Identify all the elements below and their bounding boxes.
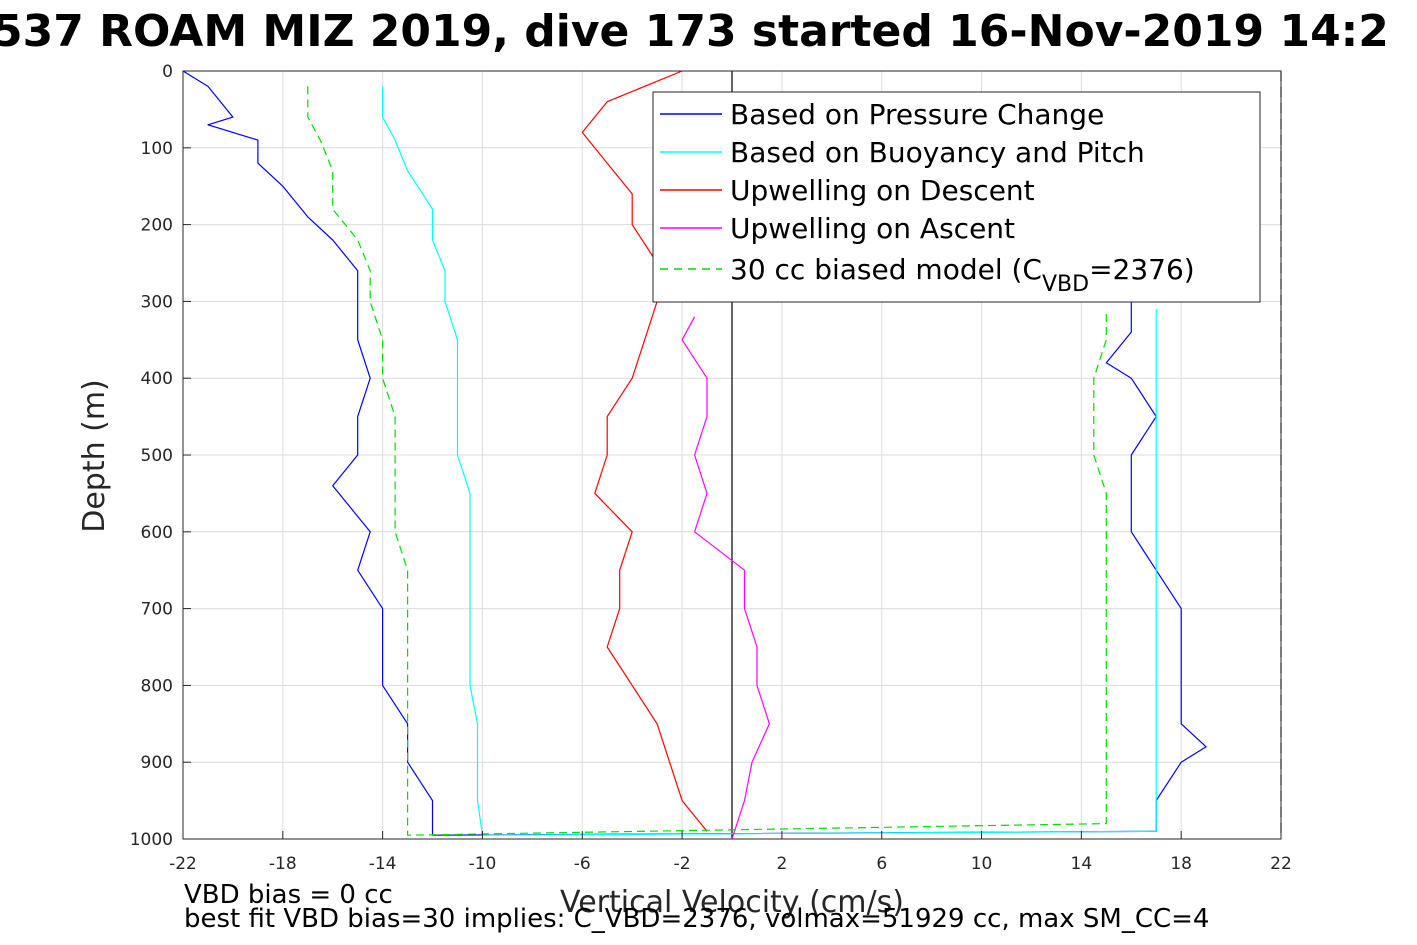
x-tick-label: 10 [971,854,993,874]
series-line-2 [581,70,708,832]
legend-label-2: Upwelling on Descent [730,174,1035,207]
y-tick-label: 400 [141,369,173,389]
x-tick-label: -22 [169,854,197,874]
x-tick-label: -18 [269,854,297,874]
legend-label-3: Upwelling on Ascent [730,212,1015,245]
legend-label-0: Based on Pressure Change [730,98,1104,131]
x-tick-label: -6 [574,854,591,874]
y-tick-label: 300 [141,292,173,312]
y-tick-label: 100 [141,139,173,159]
x-tick-label: 18 [1170,854,1192,874]
x-tick-label: 14 [1071,854,1093,874]
y-tick-label: 500 [141,446,173,466]
legend-label-model: 30 cc biased model (CVBD=2376) [730,253,1195,297]
series-line-1 [382,86,1157,836]
y-axis-label: Depth (m) [77,379,112,533]
series-line-0 [182,70,1207,836]
x-tick-label: 2 [776,854,787,874]
x-axis-label: Vertical Velocity (cm/s) [560,885,904,920]
y-axis-ticks: 0 100 200 300 400 500 600 700 800 900 1000 [130,62,191,850]
y-tick-label: 0 [162,62,173,82]
series-group [182,70,1207,840]
x-tick-label: 22 [1270,854,1292,874]
chart-title: 537 ROAM MIZ 2019, dive 173 started 16-N… [0,6,1389,57]
series-line-4 [307,86,1107,836]
y-tick-label: 700 [141,600,173,620]
x-tick-label: 6 [876,854,887,874]
series-line-3 [681,316,771,840]
x-axis-ticks: -22 -18 -14 -10 -6 -2 2 6 10 14 18 22 [169,831,1292,874]
x-tick-label: -14 [369,854,397,874]
y-tick-label: 900 [141,753,173,773]
y-tick-label: 200 [141,216,173,236]
footer-best-fit: best fit VBD bias=30 implies: C_VBD=2376… [184,904,1209,934]
legend-label-1: Based on Buoyancy and Pitch [730,136,1145,169]
legend: Based on Pressure Change Based on Buoyanc… [652,91,1261,303]
footer-vbd-bias: VBD bias = 0 cc [184,880,393,910]
legend-items: Based on Pressure Change Based on Buoyanc… [660,98,1145,245]
x-tick-label: -10 [469,854,497,874]
y-tick-label: 800 [141,676,173,696]
x-tick-label: -2 [674,854,691,874]
legend-box [652,91,1261,303]
y-tick-label: 1000 [130,830,173,850]
y-tick-label: 600 [141,523,173,543]
